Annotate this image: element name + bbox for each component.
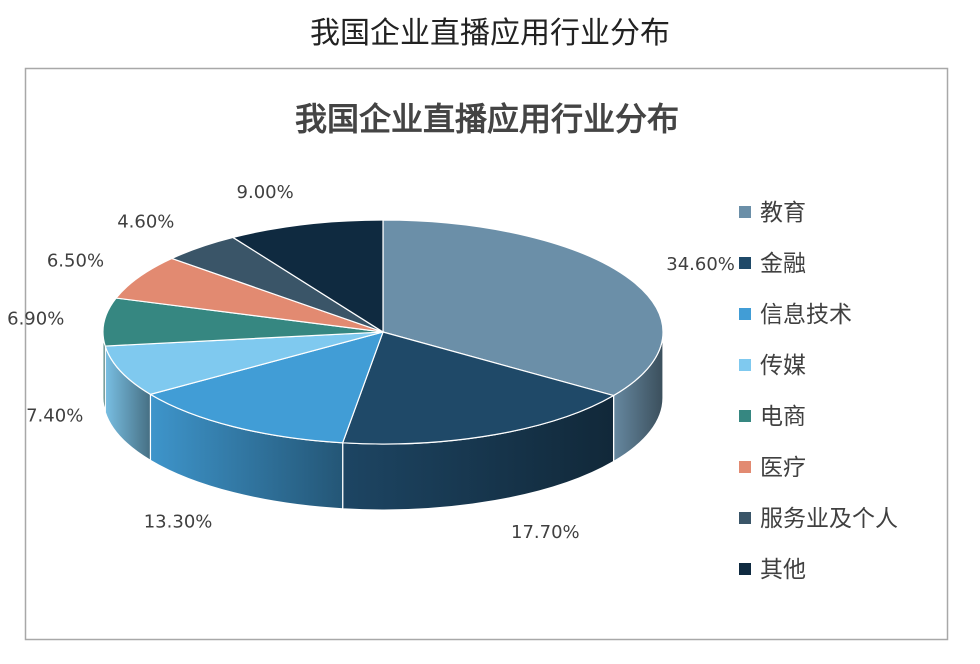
legend-swatch bbox=[739, 257, 751, 269]
pie-slice-5 bbox=[115, 257, 384, 333]
legend-label: 教育 bbox=[760, 200, 806, 226]
slice-label-0: 34.60% bbox=[666, 254, 735, 275]
slice-label-6: 4.60% bbox=[117, 211, 174, 232]
legend-item: 传媒 bbox=[739, 353, 806, 379]
pie-slice-7 bbox=[231, 219, 384, 334]
legend-item: 金融 bbox=[739, 251, 806, 277]
page-title: 我国企业直播应用行业分布 bbox=[310, 16, 670, 51]
legend-item: 教育 bbox=[739, 200, 806, 226]
legend-swatch bbox=[739, 206, 751, 218]
legend-label: 信息技术 bbox=[760, 302, 852, 328]
legend-label: 服务业及个人 bbox=[760, 506, 898, 532]
legend-item: 医疗 bbox=[739, 455, 806, 481]
legend-label: 传媒 bbox=[760, 353, 806, 379]
slice-label-1: 17.70% bbox=[511, 522, 580, 543]
legend-swatch bbox=[739, 410, 751, 422]
pie-slice-0 bbox=[382, 219, 664, 397]
legend-label: 其他 bbox=[760, 557, 806, 583]
slice-label-3: 7.40% bbox=[26, 406, 83, 427]
pie-slice-1 bbox=[341, 331, 616, 445]
slice-label-5: 6.50% bbox=[47, 250, 104, 271]
pie-slice-3 bbox=[104, 331, 384, 396]
legend-label: 医疗 bbox=[760, 455, 806, 481]
pie-labels: 34.60% 17.70% 13.30% 7.40% 6.90% 6.50% 4.60% 9.… bbox=[7, 182, 735, 543]
slice-label-7: 9.00% bbox=[237, 182, 294, 203]
legend-label: 金融 bbox=[760, 251, 806, 277]
slice-label-4: 6.90% bbox=[7, 309, 64, 330]
chart-title: 我国企业直播应用行业分布 bbox=[295, 100, 679, 138]
legend-label: 电商 bbox=[760, 404, 806, 430]
pie-slice-2 bbox=[148, 331, 384, 444]
legend-item: 电商 bbox=[739, 404, 806, 430]
legend-swatch bbox=[739, 461, 751, 473]
legend-swatch bbox=[739, 308, 751, 320]
legend-swatch bbox=[739, 512, 751, 524]
slice-label-2: 13.30% bbox=[144, 512, 213, 533]
legend-swatch bbox=[739, 563, 751, 575]
legend-item: 其他 bbox=[739, 557, 806, 583]
legend-swatch bbox=[739, 359, 751, 371]
pie-tops bbox=[102, 219, 664, 445]
legend-item: 服务业及个人 bbox=[739, 506, 898, 532]
legend-item: 信息技术 bbox=[739, 302, 852, 328]
pie-sides bbox=[102, 331, 664, 511]
pie-slice-4 bbox=[102, 297, 384, 347]
